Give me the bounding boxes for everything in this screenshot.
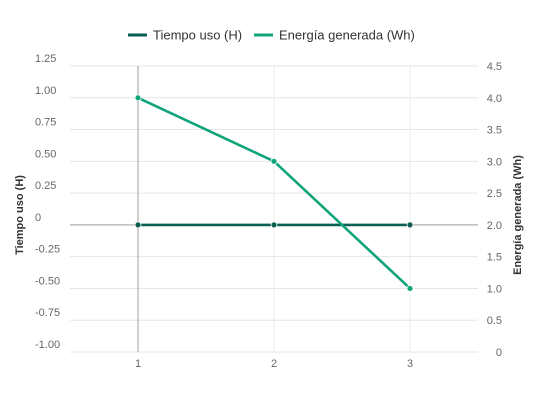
x-axis-ticks: 1 2 3: [135, 358, 413, 370]
right-tick-label: 0.5: [487, 315, 502, 327]
data-point[interactable]: [406, 221, 414, 229]
left-tick-label: 0.50: [35, 148, 56, 160]
x-tick-label: 1: [135, 358, 141, 370]
left-tick-label: -0.25: [35, 244, 60, 256]
left-tick-label: -0.50: [35, 275, 60, 287]
right-tick-label: 4.0: [487, 93, 502, 105]
right-axis-title: Energía generada (Wh): [512, 155, 524, 275]
left-tick-label: 0: [35, 212, 41, 224]
left-tick-label: 1.00: [35, 85, 56, 97]
gridlines: [70, 65, 478, 353]
right-tick-label: 1.0: [487, 283, 502, 295]
legend-item-1[interactable]: Tiempo uso (H): [128, 28, 242, 43]
legend-item-2[interactable]: Energía generada (Wh): [254, 28, 415, 43]
legend: Tiempo uso (H) Energía generada (Wh): [128, 28, 415, 43]
series-layer: [134, 94, 414, 292]
x-tick-label: 3: [407, 358, 413, 370]
right-tick-label: 4.5: [487, 61, 502, 73]
left-axis-title: Tiempo uso (H): [14, 175, 26, 255]
data-point[interactable]: [134, 94, 142, 102]
left-tick-label: 1.25: [35, 53, 56, 65]
right-axis-ticks: 4.5 4.0 3.5 3.0 2.5 2.0 1.5 1.0 0.5 0: [487, 61, 502, 359]
right-tick-label: 1.5: [487, 252, 502, 264]
legend-label: Energía generada (Wh): [279, 28, 415, 43]
right-tick-label: 2.0: [487, 220, 502, 232]
left-tick-label: 0.75: [35, 117, 56, 129]
data-point[interactable]: [406, 285, 414, 292]
left-tick-label: -0.75: [35, 307, 60, 319]
right-tick-label: 2.5: [487, 188, 502, 200]
x-tick-label: 2: [271, 358, 277, 370]
right-tick-label: 3.5: [487, 125, 502, 137]
legend-label: Tiempo uso (H): [153, 28, 242, 43]
left-tick-label: -1.00: [35, 339, 60, 351]
left-tick-label: 0.25: [35, 180, 56, 192]
data-point[interactable]: [270, 157, 278, 165]
right-tick-label: 0: [496, 347, 502, 359]
left-axis-ticks: 1.25 1.00 0.75 0.50 0.25 0 -0.25 -0.50 -0.75 -1.0…: [35, 53, 60, 351]
data-point[interactable]: [134, 221, 142, 229]
right-tick-label: 3.0: [487, 156, 502, 168]
data-point[interactable]: [270, 221, 278, 229]
